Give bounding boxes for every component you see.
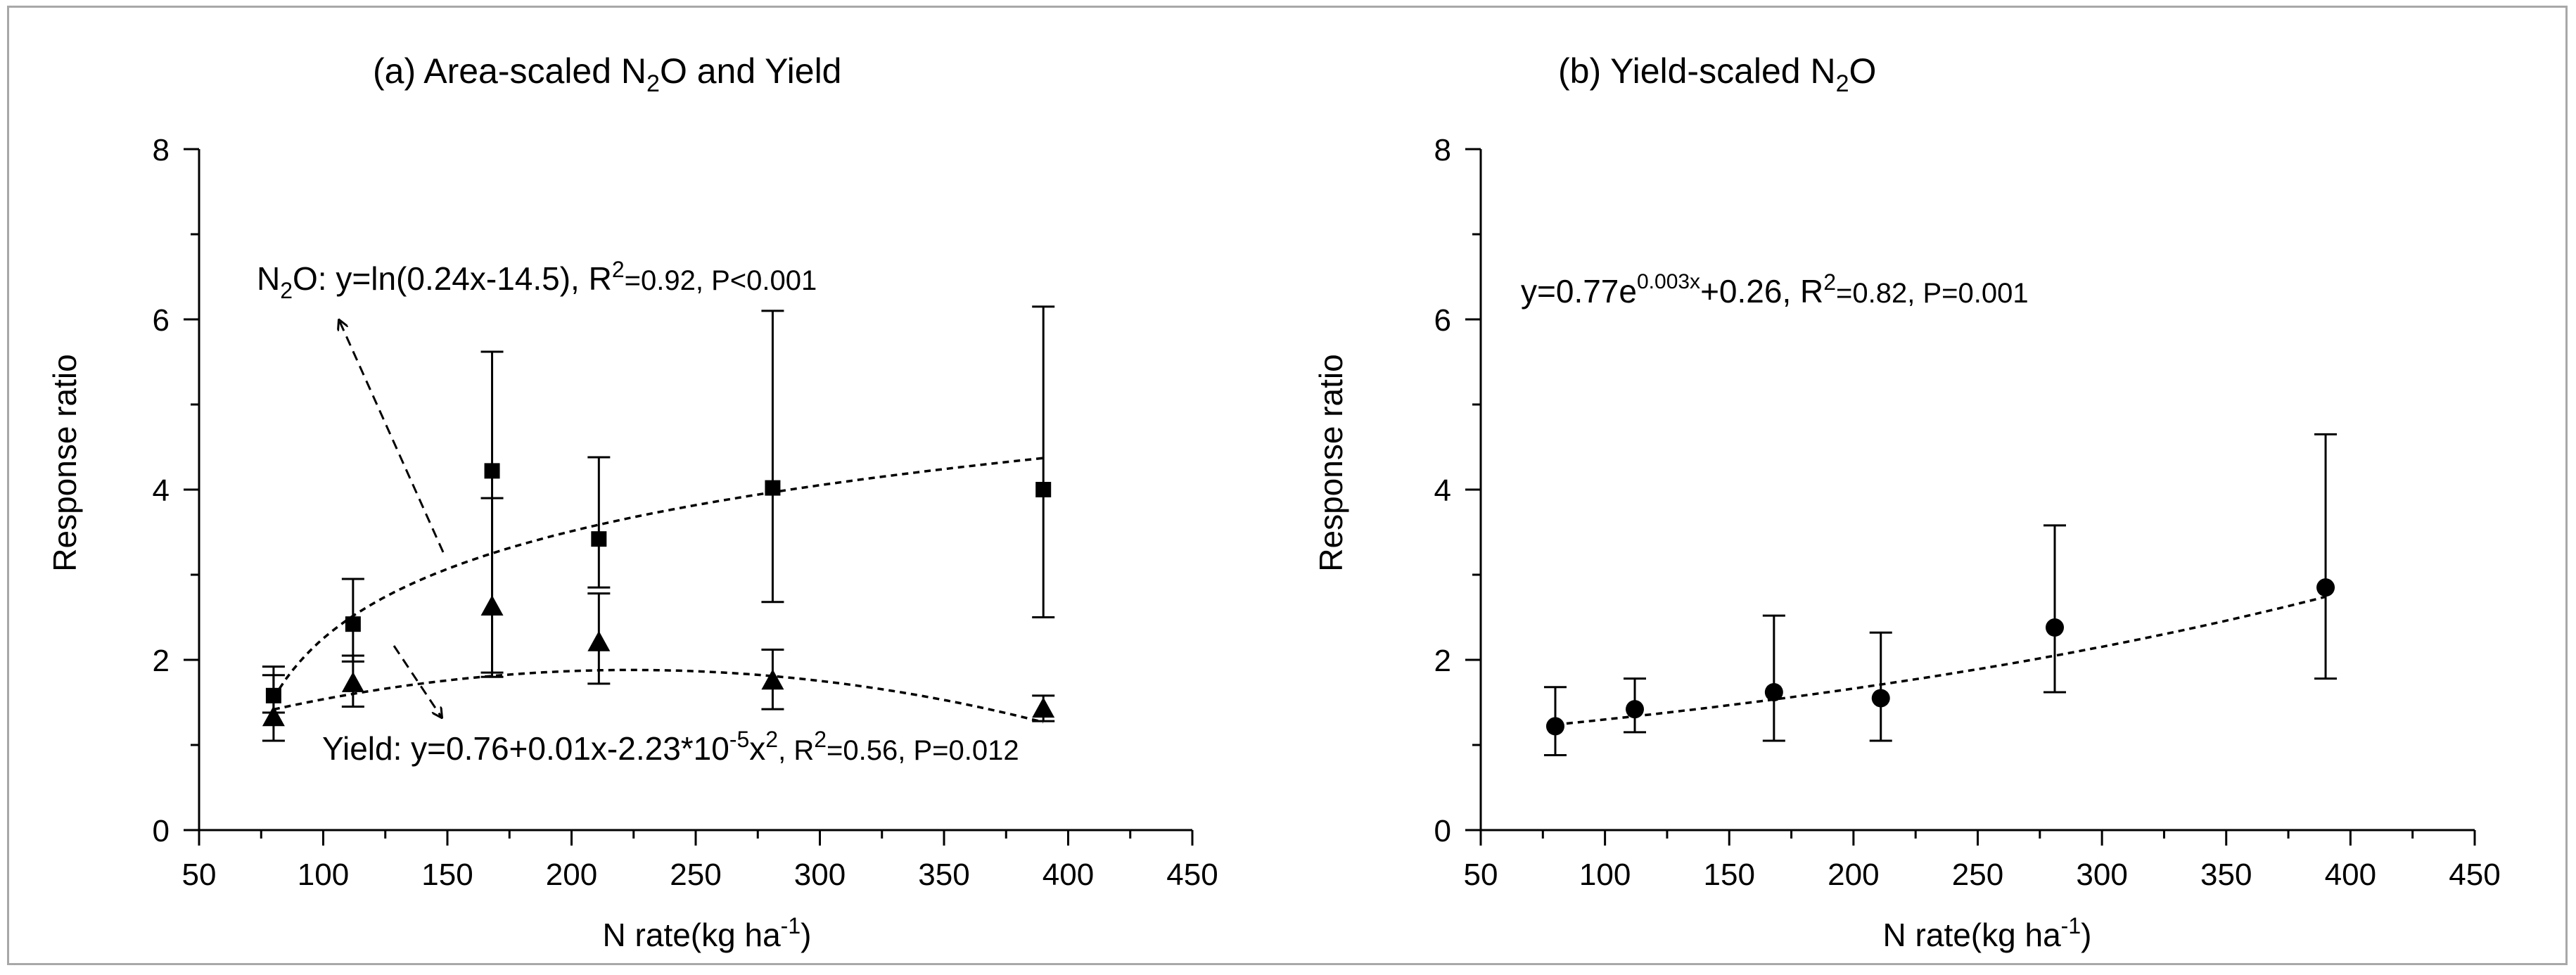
panel-b-ylabel: Response ratio: [1313, 354, 1349, 571]
x-tick-label: 450: [1166, 858, 1218, 892]
n2o-point: [345, 616, 361, 632]
exp-eq-part-3: +0.26, R: [1700, 273, 1823, 310]
yield-eq-part-3: x: [749, 730, 765, 767]
panel-a-title-sub: 2: [646, 70, 660, 97]
y-tick-label: 0: [153, 814, 170, 848]
n2o-point: [765, 480, 781, 496]
x-tick-label: 200: [1828, 858, 1879, 892]
yield-eq-part-7: =0.56, P=0.012: [827, 735, 1019, 766]
yield-scaled-n2o-point: [2046, 618, 2065, 637]
figure-frame: [7, 6, 2568, 965]
panel-a-xlabel-sup: -1: [781, 913, 801, 938]
panel-a-xlabel-end: ): [801, 917, 811, 953]
panel-a-xlabel-base: N rate(kg ha: [603, 917, 782, 953]
x-tick-label: 150: [421, 858, 473, 892]
yield-scaled-n2o-point: [1871, 689, 1890, 708]
exp-equation: y=0.77e0.003x+0.26, R2=0.82, P=0.001: [1521, 269, 2029, 310]
yield-equation: Yield: y=0.76+0.01x-2.23*10-5x2, R2=0.56…: [322, 727, 1019, 767]
n2o-eq-part-2: 2: [280, 278, 293, 303]
y-tick-label: 8: [153, 133, 170, 167]
yield-point: [262, 706, 285, 727]
panel-b: 50 100 150 200 250 300 350 400 450 0 2 4 6 8: [1434, 133, 2501, 892]
yield-point: [761, 669, 784, 690]
x-tick-label: 150: [1704, 858, 1755, 892]
x-tick-label: 50: [182, 858, 217, 892]
x-tick-label: 300: [794, 858, 846, 892]
n2o-eq-part-1: N: [257, 260, 280, 297]
n2o-fit-curve: [272, 457, 1044, 699]
yield-scaled-n2o-point: [2316, 578, 2335, 597]
x-tick-label: 450: [2449, 858, 2500, 892]
yield-scaled-n2o-point: [1545, 717, 1564, 736]
n2o-equation: N2O: y=ln(0.24x-14.5), R2=0.92, P<0.001: [257, 257, 817, 303]
y-tick-label: 8: [1434, 133, 1451, 167]
y-tick-label: 4: [153, 473, 170, 508]
panel-a-title-prefix: (a) Area-scaled N: [373, 51, 646, 91]
panel-b-xlabel-base: N rate(kg ha: [1883, 917, 2062, 953]
x-tick-label: 300: [2076, 858, 2127, 892]
yield-annotation-arrow: [393, 645, 442, 718]
yield-eq-part-1: Yield: y=0.76+0.01x-2.23*10: [322, 730, 729, 767]
y-tick-label: 0: [1434, 814, 1451, 848]
panel-a: 50 100 150 200 250 300 350 400 450 0 2 4 6 8: [153, 133, 1218, 892]
yield-point: [1032, 697, 1055, 718]
y-tick-label: 6: [153, 303, 170, 338]
x-tick-label: 100: [1579, 858, 1631, 892]
panel-b-xlabel-end: ): [2081, 917, 2091, 953]
yield-point: [587, 630, 611, 651]
y-tick-label: 2: [153, 644, 170, 678]
yield-point: [480, 594, 504, 616]
panel-b-title-prefix: (b) Yield-scaled N: [1558, 51, 1836, 91]
panel-a-xlabel: N rate(kg ha-1): [603, 913, 812, 953]
n2o-annotation-arrow: [339, 320, 445, 553]
exp-eq-part-1: y=0.77e: [1521, 273, 1637, 310]
n2o-point: [484, 463, 500, 479]
x-tick-label: 100: [298, 858, 349, 892]
n2o-eq-part-3: O: y=ln(0.24x-14.5), R: [293, 260, 612, 297]
x-tick-label: 350: [2200, 858, 2252, 892]
panel-b-title-suffix: O: [1849, 51, 1877, 91]
yield-scaled-n2o-point: [1626, 700, 1645, 719]
n2o-point: [1035, 482, 1052, 497]
yield-scaled-n2o-fit-curve: [1555, 595, 2326, 726]
x-tick-label: 400: [1042, 858, 1094, 892]
panel-b-title-sub: 2: [1836, 70, 1849, 97]
yield-fit-curve: [273, 668, 1044, 724]
x-tick-label: 250: [670, 858, 721, 892]
plots-layer: 50 100 150 200 250 300 350 400 450 0 2 4 6 8 50 100 150 2…: [153, 133, 2501, 892]
x-tick-label: 250: [1952, 858, 2003, 892]
panel-b-xlabel: N rate(kg ha-1): [1883, 913, 2092, 953]
panel-b-title: (b) Yield-scaled N2O: [1558, 51, 1876, 97]
x-tick-label: 400: [2325, 858, 2376, 892]
panel-a-title: (a) Area-scaled N2O and Yield: [373, 51, 842, 97]
n2o-eq-part-4: 2: [612, 257, 625, 282]
n2o-point: [591, 531, 607, 547]
panel-a-ylabel: Response ratio: [46, 354, 83, 571]
exp-eq-part-5: =0.82, P=0.001: [1836, 278, 2029, 309]
x-tick-label: 50: [1464, 858, 1498, 892]
n2o-eq-part-5: =0.92, P<0.001: [625, 265, 817, 296]
yield-eq-part-6: 2: [814, 727, 827, 752]
x-tick-label: 350: [918, 858, 969, 892]
x-tick-label: 200: [546, 858, 597, 892]
yield-scaled-n2o-point: [1764, 682, 1783, 701]
exp-eq-part-4: 2: [1823, 269, 1836, 295]
y-tick-label: 6: [1434, 303, 1451, 338]
y-tick-label: 4: [1434, 473, 1451, 508]
yield-eq-part-4: 2: [765, 727, 778, 752]
exp-eq-part-2: 0.003x: [1637, 270, 1700, 293]
panel-b-xlabel-sup: -1: [2061, 913, 2081, 938]
panel-a-title-suffix: O and Yield: [660, 51, 842, 91]
y-tick-label: 2: [1434, 644, 1451, 678]
yield-point: [341, 671, 364, 692]
yield-eq-part-5: , R: [778, 735, 814, 766]
yield-eq-part-2: -5: [729, 727, 749, 752]
